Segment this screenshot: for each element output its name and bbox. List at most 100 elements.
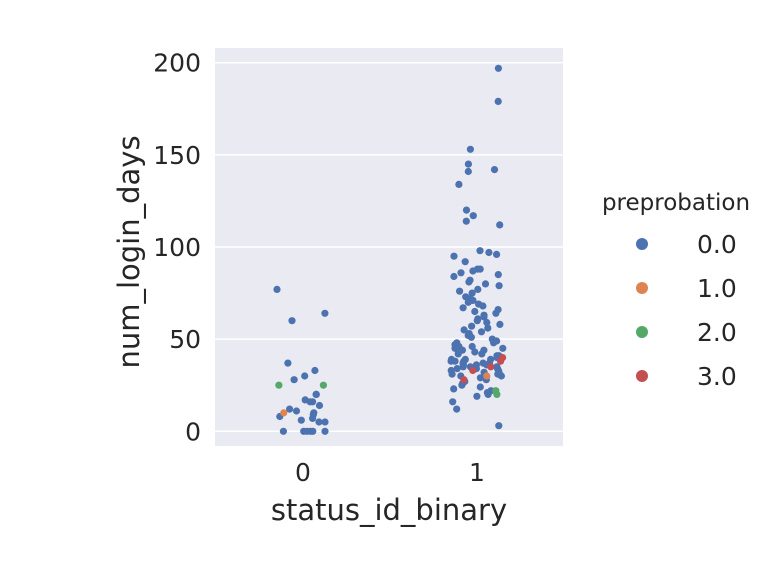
point-0.0	[495, 422, 503, 430]
point-0.0	[448, 370, 456, 378]
point-0.0	[321, 427, 329, 435]
point-0.0	[306, 398, 314, 406]
point-0.0	[292, 407, 301, 415]
point-0.0	[484, 324, 492, 332]
legend-label: 1.0	[697, 274, 737, 303]
point-0.0	[449, 398, 457, 406]
legend-label: 0.0	[697, 230, 737, 259]
y-tick-label: 200	[153, 49, 201, 78]
point-0.0	[321, 309, 329, 317]
point-0.0	[453, 405, 461, 413]
point-0.0	[458, 381, 466, 389]
point-0.0	[476, 374, 484, 382]
point-0.0	[478, 350, 486, 358]
x-tick-label: 1	[469, 458, 485, 487]
point-1.0	[280, 409, 288, 417]
legend-label: 3.0	[697, 362, 737, 391]
point-0.0	[464, 160, 472, 168]
point-3.0	[469, 366, 477, 375]
point-0.0	[464, 167, 472, 176]
point-0.0	[468, 342, 476, 351]
legend: preprobation 0.0 1.0 2.0 3.0	[602, 190, 750, 391]
point-0.0	[483, 318, 491, 327]
point-0.0	[454, 350, 462, 358]
point-0.0	[297, 416, 305, 424]
point-0.0	[469, 267, 477, 275]
point-2.0	[319, 381, 327, 389]
point-0.0	[468, 322, 476, 330]
point-0.0	[490, 339, 498, 347]
point-0.0	[465, 278, 473, 286]
y-tick-labels: 0 50 100 150 200	[153, 49, 201, 447]
point-0.0	[476, 247, 484, 255]
point-0.0	[469, 212, 477, 220]
point-0.0	[309, 414, 317, 422]
point-0.0	[462, 206, 471, 214]
point-0.0	[315, 418, 323, 426]
point-0.0	[453, 365, 461, 373]
point-0.0	[490, 166, 499, 174]
point-3.0	[460, 376, 468, 384]
point-0.0	[303, 427, 311, 435]
point-0.0	[473, 317, 481, 325]
point-0.0	[468, 289, 476, 297]
x-tick-label: 0	[295, 458, 311, 487]
point-0.0	[321, 418, 329, 426]
data-points	[273, 64, 507, 435]
point-0.0	[464, 298, 472, 306]
point-0.0	[480, 313, 488, 321]
point-0.0	[471, 348, 479, 356]
point-0.0	[459, 304, 467, 312]
point-1.0	[483, 372, 491, 380]
point-0.0	[471, 307, 479, 316]
legend-title: preprobation	[602, 190, 750, 216]
point-0.0	[273, 285, 281, 293]
point-0.0	[461, 258, 469, 266]
gridlines	[215, 62, 563, 432]
y-tick-label: 0	[185, 417, 201, 446]
point-0.0	[473, 392, 481, 400]
legend-items: 0.0 1.0 2.0 3.0	[636, 230, 737, 391]
point-0.0	[474, 285, 482, 293]
legend-marker	[636, 370, 648, 382]
point-0.0	[311, 366, 319, 375]
point-0.0	[455, 180, 463, 188]
point-0.0	[315, 401, 324, 410]
point-0.0	[301, 372, 309, 380]
point-0.0	[494, 271, 502, 279]
point-2.0	[275, 381, 283, 389]
point-0.0	[494, 97, 502, 105]
point-0.0	[447, 357, 455, 365]
y-axis-label: num_login_days	[112, 135, 146, 368]
point-0.0	[485, 248, 493, 257]
point-3.0	[497, 357, 505, 365]
point-0.0	[476, 383, 484, 391]
legend-marker	[636, 238, 648, 250]
point-0.0	[467, 333, 475, 341]
point-0.0	[479, 302, 487, 310]
x-axis-label: status_id_binary	[271, 493, 507, 527]
legend-marker	[636, 326, 648, 338]
point-0.0	[450, 252, 458, 260]
y-tick-label: 100	[153, 233, 201, 262]
point-0.0	[288, 317, 296, 325]
point-0.0	[460, 326, 468, 334]
point-2.0	[492, 387, 500, 395]
point-0.0	[493, 250, 501, 258]
point-0.0	[462, 217, 470, 225]
point-0.0	[312, 390, 320, 398]
point-3.0	[487, 363, 495, 371]
y-tick-label: 150	[153, 141, 201, 170]
point-0.0	[496, 320, 504, 328]
point-0.0	[456, 287, 464, 295]
legend-marker	[636, 282, 648, 294]
legend-label: 2.0	[697, 318, 737, 347]
point-0.0	[481, 280, 490, 288]
y-tick-label: 50	[169, 325, 201, 354]
point-0.0	[492, 309, 500, 317]
point-0.0	[495, 282, 503, 290]
point-0.0	[284, 359, 292, 367]
point-0.0	[450, 385, 458, 393]
